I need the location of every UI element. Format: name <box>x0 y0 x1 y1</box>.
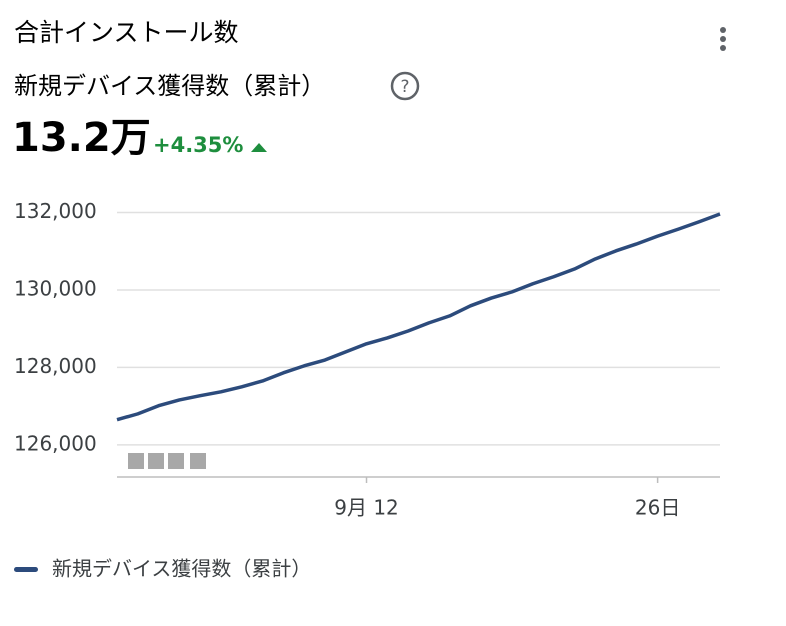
metric-change: +4.35% <box>153 133 243 157</box>
menu-button[interactable] <box>720 27 726 51</box>
line-series <box>116 212 721 422</box>
x-tick-label: 9月 12 <box>334 496 399 520</box>
x-tick-label: 26日 <box>635 496 680 520</box>
y-tick-label: 130,000 <box>14 276 97 300</box>
y-tick-label: 126,000 <box>14 431 97 455</box>
redacted-blocks <box>128 453 206 469</box>
card-title: 合計インストール数 <box>14 18 239 47</box>
up-arrow <box>251 143 267 152</box>
metric-name: 新規デバイス獲得数（累計） <box>14 72 325 100</box>
legend-label: 新規デバイス獲得数（累計） <box>52 557 311 581</box>
help-icon[interactable]: ? <box>390 71 420 101</box>
svg-text:?: ? <box>400 77 409 97</box>
legend-swatch <box>14 567 38 572</box>
y-tick-label: 132,000 <box>14 199 97 223</box>
metric-value: 13.2万 <box>12 115 151 161</box>
y-tick-label: 128,000 <box>14 354 97 378</box>
